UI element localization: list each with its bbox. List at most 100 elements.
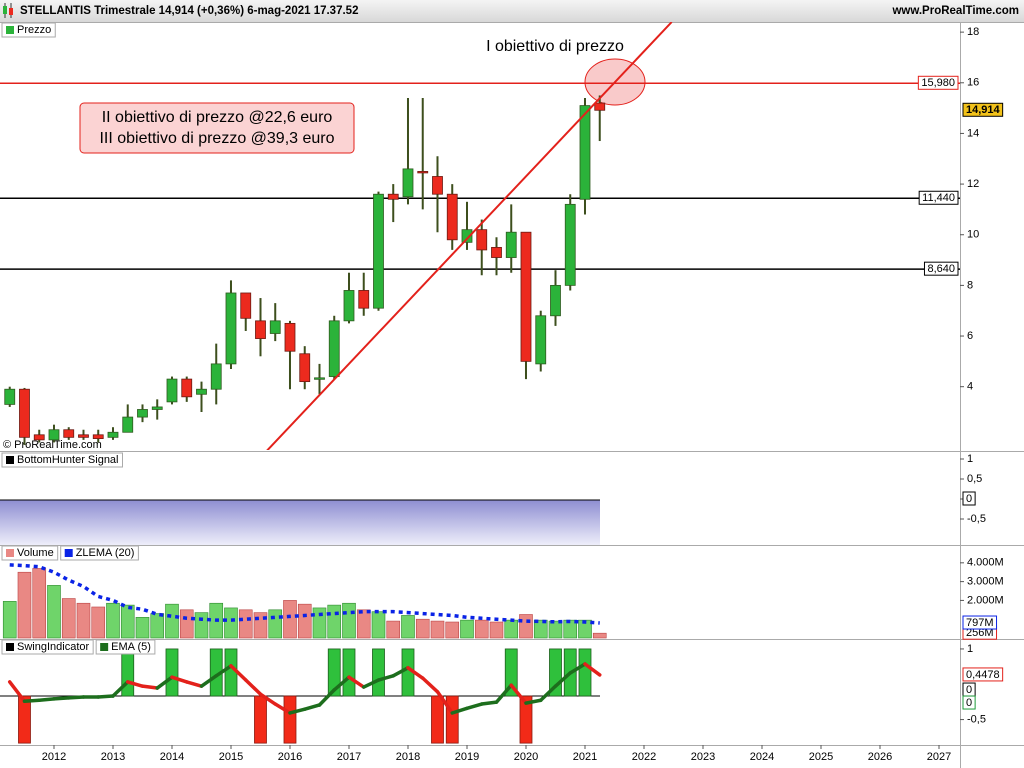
legend-swatch [6, 549, 14, 557]
candle-body [255, 320, 266, 339]
candle-body [476, 229, 488, 251]
volume-bar [342, 602, 356, 639]
candle-body [417, 171, 429, 174]
candle-body [579, 105, 591, 200]
volume-bar [504, 619, 519, 639]
ema-segment [96, 694, 115, 699]
ema-segment [583, 662, 602, 677]
ema-segment [7, 680, 27, 703]
ema-segment [524, 698, 543, 705]
header-site[interactable]: www.ProRealTime.com [891, 5, 1019, 17]
volume-bar [592, 632, 607, 639]
x-tick-label: 2020 [514, 751, 538, 763]
ema-segment [435, 690, 454, 715]
y-tick-label: 4 [967, 381, 973, 393]
ema-segment [258, 692, 277, 706]
legend-item: Volume [1, 545, 59, 561]
panel-dividers [0, 22, 1024, 768]
ema-segment [155, 675, 174, 690]
annotation-box [79, 102, 355, 154]
legend-box [1, 639, 94, 655]
axis-value-box [962, 491, 976, 506]
legend-swatch [6, 26, 14, 34]
swing-bar [519, 695, 533, 744]
candle-body [461, 229, 473, 243]
plot [0, 22, 960, 450]
y-tick-label: 18 [967, 26, 979, 38]
candle-body [225, 292, 237, 365]
candle-body [491, 246, 502, 258]
ema-segment [125, 680, 145, 688]
x-tick-label: 2026 [868, 751, 892, 763]
ema-segment [450, 706, 469, 715]
volume-bar [415, 618, 430, 639]
y-tick-label: 2.000M [967, 594, 1004, 606]
y-tick-label: 10 [967, 229, 979, 241]
legend-swatch [100, 643, 109, 651]
axis-value-text: 0 [966, 493, 972, 505]
candle-body [535, 315, 547, 365]
ema-segment [214, 664, 233, 678]
y-tick-label: -0,5 [967, 513, 986, 525]
ema-segment [465, 702, 484, 711]
app-icon [3, 3, 13, 18]
axis-value-label: 797M [962, 615, 998, 630]
x-tick-label: 2019 [455, 751, 479, 763]
swing-bar [283, 695, 297, 744]
x-tick-label: 2013 [101, 751, 125, 763]
plot [2, 563, 607, 639]
ema-segment [509, 683, 528, 705]
candle-body [550, 284, 561, 317]
swing-bar [431, 695, 444, 744]
x-tick-label: 2027 [927, 751, 951, 763]
candle-body [122, 416, 134, 433]
y-tick-label: -0,5 [967, 713, 986, 725]
axis-value-text: 0 [966, 697, 972, 709]
swing-bar [578, 648, 592, 697]
x-tick-label: 2017 [337, 751, 361, 763]
candle-body [564, 203, 576, 286]
ema-segment [140, 684, 159, 690]
ema-segment [243, 678, 263, 696]
legend-box [95, 639, 156, 655]
candle-body [151, 406, 163, 410]
zlema-line [9, 563, 600, 625]
axis-value-label: 0 [962, 491, 976, 506]
legend-swatch [6, 643, 14, 651]
axis-value-box [962, 615, 998, 630]
candle-body [328, 320, 340, 377]
legend-label: EMA (5) [111, 641, 151, 653]
swing-bar [121, 648, 135, 697]
volume-bar [371, 611, 386, 639]
candle-body [166, 378, 178, 403]
volume-bar [519, 614, 533, 639]
axis-value-box [962, 667, 1004, 682]
annotation: II obiettivo di prezzo @22,6 euro [102, 109, 333, 126]
volume-bar [17, 571, 32, 639]
y-tick-label: 16 [967, 77, 979, 89]
volume-bar [2, 601, 17, 639]
axis-value-text: 797M [966, 617, 994, 629]
swing-bar [327, 648, 341, 697]
volume-bar [327, 604, 342, 639]
ema-segment [391, 666, 410, 678]
candle-body [107, 431, 119, 438]
ema-segment [568, 662, 587, 675]
legend-swatch [64, 549, 73, 557]
price-level-box [923, 261, 959, 276]
candle-body [343, 290, 355, 322]
price-level-text: 15,980 [921, 77, 955, 89]
swing-bar [224, 648, 238, 697]
price-level-label: 11,440 [918, 190, 959, 205]
y-tick-label: 6 [967, 330, 973, 342]
candle-body [284, 322, 296, 352]
header-bar [0, 0, 1024, 22]
volume-bar [548, 620, 563, 639]
legend-box [1, 545, 59, 561]
candle-body [314, 377, 325, 380]
candle-body [373, 193, 384, 309]
volume-bar [283, 600, 297, 639]
candle-body [63, 429, 75, 438]
ema-segment [199, 674, 218, 688]
